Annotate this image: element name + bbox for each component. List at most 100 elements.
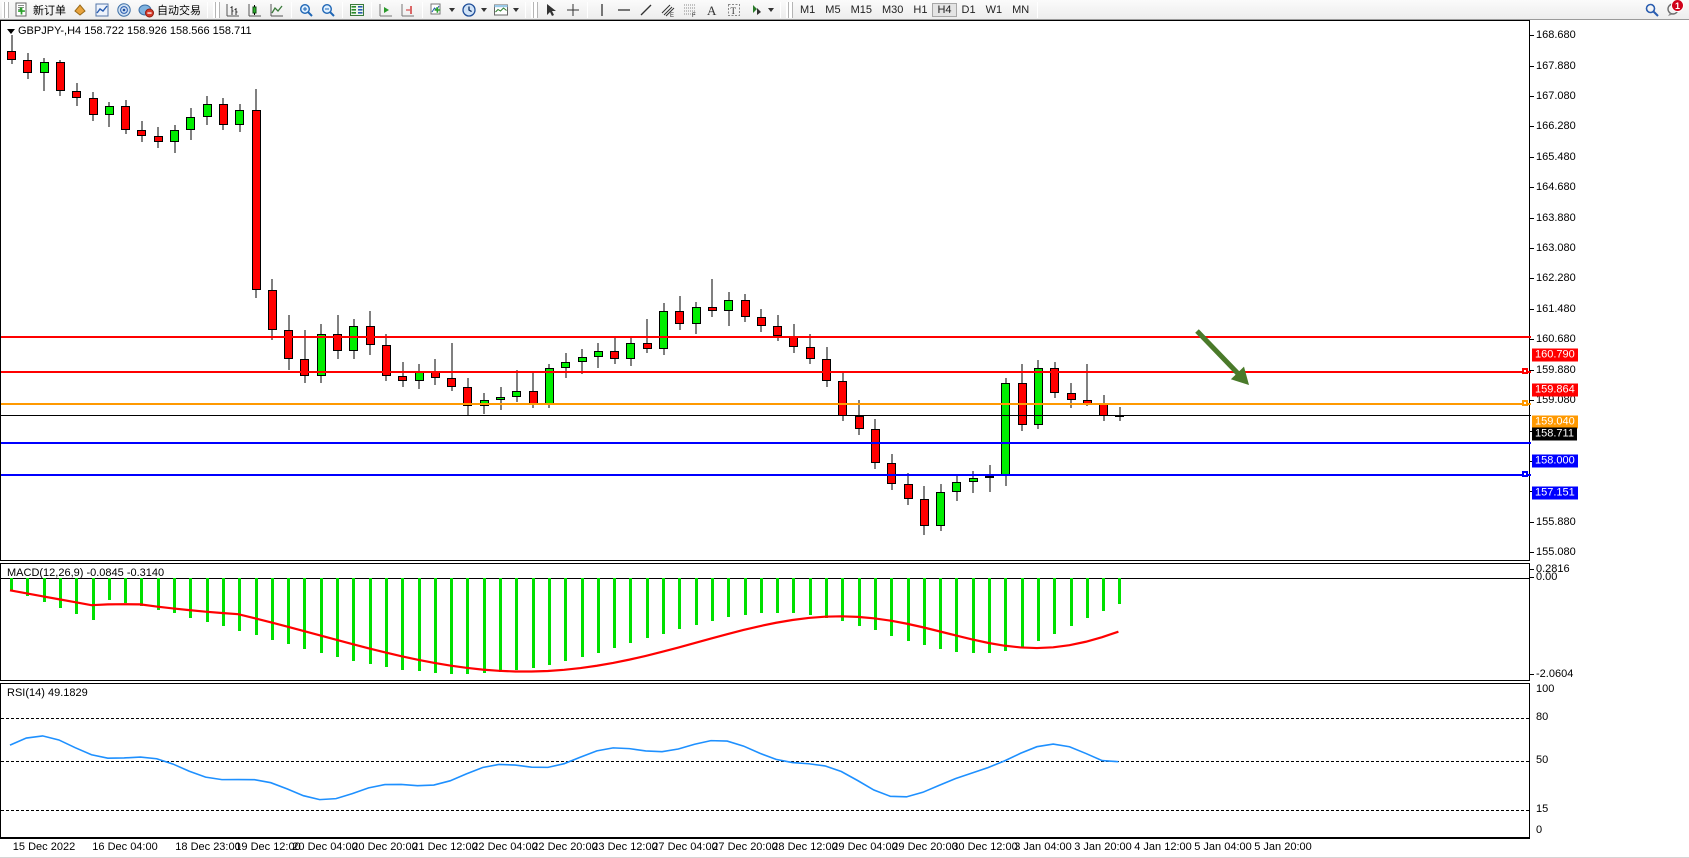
current-price-line-tag[interactable]: 158.711 <box>1532 427 1577 441</box>
zoom-in-button[interactable] <box>295 1 317 19</box>
pivot-line-159040[interactable] <box>1 402 1531 405</box>
resistance-line-160790-tag[interactable]: 160.790 <box>1532 348 1578 362</box>
auto-trading-button[interactable]: 自动交易 <box>135 1 204 19</box>
crosshair-icon <box>565 2 581 18</box>
indicators-button[interactable] <box>426 1 458 19</box>
vertical-line-button[interactable] <box>591 1 613 19</box>
toolbar-grip[interactable] <box>2 1 9 18</box>
notification-button[interactable]: 1 <box>1663 0 1685 19</box>
price-tick-label: 167.880 <box>1536 59 1576 72</box>
macd-histogram-bar <box>531 577 535 668</box>
macd-histogram-bar <box>1020 577 1024 647</box>
candle-body <box>675 311 685 325</box>
resistance-line-159864-tag[interactable]: 159.864 <box>1532 383 1578 397</box>
templates-icon <box>493 2 509 18</box>
time-axis[interactable]: 15 Dec 2022 16 Dec 04:00 18 Dec 23:00 19 De… <box>0 838 1530 858</box>
crosshair-button[interactable] <box>562 1 584 19</box>
macd-histogram-bar <box>906 577 910 641</box>
support-line-157151-tag[interactable]: 157.151 <box>1532 486 1578 500</box>
chart-menu-triangle-icon[interactable] <box>7 28 15 34</box>
support-line-157151-handle[interactable] <box>1522 471 1528 478</box>
resistance-line-159864-handle[interactable] <box>1522 368 1528 375</box>
macd-histogram-bar <box>124 577 128 603</box>
candle-body <box>267 290 277 331</box>
timeframe-w1[interactable]: W1 <box>985 3 1003 16</box>
candle-body <box>104 105 114 116</box>
macd-pane[interactable]: MACD(12,26,9) -0.0845 -0.3140 <box>0 563 1530 681</box>
timeframe-m15[interactable]: M15 <box>850 3 872 16</box>
support-line-158000-tag[interactable]: 158.000 <box>1532 454 1578 468</box>
timeframe-h4[interactable]: H4 <box>932 2 957 17</box>
signals-button[interactable] <box>113 1 135 19</box>
equidistant-channel-button[interactable]: E <box>657 1 679 19</box>
arrows-dropdown-caret[interactable] <box>768 7 774 12</box>
text-box-button[interactable]: T <box>723 1 745 19</box>
bar-chart-button[interactable] <box>222 1 244 19</box>
fibonacci-button[interactable]: F <box>679 1 701 19</box>
text-label-button[interactable]: A <box>701 1 723 19</box>
signals-icon <box>116 2 132 18</box>
candlestick <box>870 21 880 560</box>
candlestick <box>854 21 864 560</box>
auto-scroll-button[interactable] <box>397 1 419 19</box>
chart-shift-button[interactable] <box>375 1 397 19</box>
candle-body <box>968 478 978 483</box>
chart-tools-grip[interactable] <box>213 1 220 18</box>
timeframe-grip[interactable] <box>786 1 793 18</box>
toolbar-separator-4 <box>371 1 372 18</box>
price-axis[interactable]: 168.680 167.880 167.080 166.280 165.480 164.6… <box>1530 20 1689 561</box>
resistance-line-160790[interactable] <box>1 336 1531 339</box>
expert-advisor-button[interactable] <box>69 1 91 19</box>
current-price-line[interactable] <box>1 415 1531 417</box>
macd-histogram-bar <box>873 577 877 631</box>
timeframe-m5[interactable]: M5 <box>825 3 841 16</box>
rsi-pane[interactable]: RSI(14) 49.1829 <box>0 683 1530 838</box>
macd-histogram-bar <box>303 577 307 649</box>
candlestick <box>1001 21 1011 560</box>
macd-histogram-bar <box>890 577 894 636</box>
timeframe-mn[interactable]: MN <box>1012 3 1030 16</box>
timeframe-d1[interactable]: D1 <box>961 3 976 16</box>
support-line-157151[interactable] <box>1 474 1531 477</box>
period-button[interactable] <box>458 1 490 19</box>
search-button[interactable] <box>1641 1 1663 19</box>
templates-button[interactable] <box>490 1 522 19</box>
candle-body <box>642 343 652 350</box>
zoom-out-button[interactable] <box>317 1 339 19</box>
candlestick <box>153 21 163 560</box>
horizontal-line-button[interactable] <box>613 1 635 19</box>
new-order-button[interactable]: 新订单 <box>11 1 69 19</box>
arrows-button[interactable] <box>745 1 777 19</box>
trendline-button[interactable] <box>635 1 657 19</box>
cursor-button[interactable] <box>540 1 562 19</box>
text-label-icon: A <box>704 2 720 18</box>
indicators-dropdown-caret[interactable] <box>449 7 455 12</box>
support-line-158000[interactable] <box>1 442 1531 445</box>
chart-area[interactable]: GBPJPY-,H4 158.722 158.926 158.566 158.7… <box>0 20 1689 858</box>
timeframe-h1[interactable]: H1 <box>913 3 928 16</box>
pivot-line-159040-handle[interactable] <box>1522 399 1528 406</box>
price-pane[interactable]: GBPJPY-,H4 158.722 158.926 158.566 158.7… <box>0 20 1531 561</box>
resistance-line-159864[interactable] <box>1 371 1531 374</box>
market-watch-button[interactable] <box>346 1 368 19</box>
draw-tools-grip[interactable] <box>531 1 538 18</box>
timeframe-m30[interactable]: M30 <box>881 3 904 16</box>
candlestick-chart-button[interactable] <box>244 1 266 19</box>
templates-dropdown-caret[interactable] <box>513 7 519 12</box>
rsi-axis: 100 80 50 15 0 <box>1530 683 1689 838</box>
auto-scroll-icon <box>400 2 416 18</box>
price-tick-mark <box>1530 552 1534 554</box>
macd-histogram-bar <box>58 577 62 609</box>
pivot-line-159040-tag[interactable]: 159.040 <box>1532 415 1578 429</box>
zoom-out-icon <box>320 2 336 18</box>
candlestick <box>267 21 277 560</box>
data-window-button[interactable] <box>91 1 113 19</box>
toolbar-separator-8 <box>780 1 781 18</box>
candle-body <box>577 356 587 363</box>
timeframe-m1[interactable]: M1 <box>800 3 816 16</box>
line-chart-button[interactable] <box>266 1 288 19</box>
new-order-label: 新订单 <box>33 4 66 17</box>
candlestick <box>805 21 815 560</box>
period-dropdown-caret[interactable] <box>481 7 487 12</box>
candlestick <box>756 21 766 560</box>
